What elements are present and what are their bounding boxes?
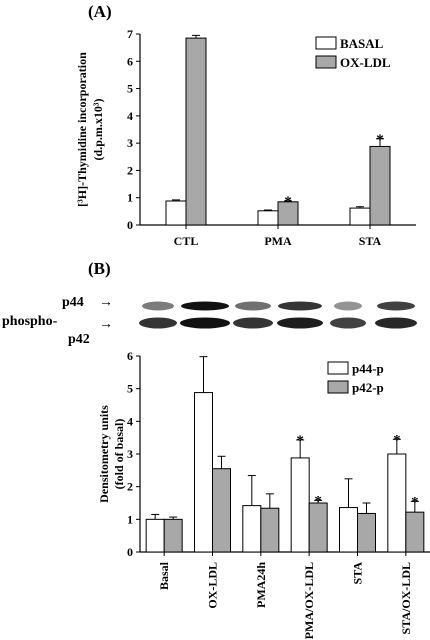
x-tick-label: PMA <box>264 234 292 248</box>
x-tick-label: Basal <box>157 561 171 590</box>
bar-basal <box>257 210 279 226</box>
bar-p42-p <box>260 507 280 553</box>
bar-p44-p <box>290 457 310 553</box>
band-p44 <box>181 301 229 311</box>
bar-p42-p <box>308 502 328 553</box>
bar-p44-p <box>194 392 213 553</box>
band-p42 <box>233 317 273 329</box>
band-p44 <box>142 301 174 311</box>
y-tick-label: 2 <box>127 163 133 177</box>
y-tick-label: 5 <box>127 82 133 96</box>
y-tick-label: 1 <box>127 191 133 205</box>
x-tick-label: PMA/OX-LDL <box>302 562 316 639</box>
y-tick-label: 4 <box>127 414 133 428</box>
bar-p44-p <box>387 453 407 553</box>
band-p44 <box>377 301 415 311</box>
blot-p44-label: p44 <box>62 295 84 310</box>
band-p44 <box>278 301 322 311</box>
y-tick-label: 6 <box>127 54 133 68</box>
blot-p44-arrow: → <box>99 295 113 310</box>
bar-p42-p <box>163 518 183 553</box>
blot-background <box>128 288 418 346</box>
band-p42 <box>330 317 366 329</box>
blot-p42-arrow: → <box>99 317 113 332</box>
legend-swatch <box>327 361 349 375</box>
x-tick-label: PMA24h <box>254 562 268 608</box>
blot-p42-label: p42 <box>68 332 90 347</box>
blot-bands <box>139 301 417 329</box>
y-tick-label: 7 <box>127 27 133 41</box>
significance-marker: * <box>411 494 419 510</box>
bar-basal <box>165 200 187 226</box>
legend-label: OX-LDL <box>340 55 391 70</box>
x-tick-label: STA/OX-LDL <box>399 562 413 634</box>
significance-marker: * <box>376 132 384 148</box>
x-tick-label: STA <box>359 234 382 248</box>
x-tick-label: OX-LDL <box>206 562 220 609</box>
bar-p44-p <box>145 518 165 553</box>
bar-p44-p <box>242 505 262 553</box>
y-axis-label: Densitometry units <box>97 405 111 503</box>
panel-a-label: (A) <box>88 2 112 21</box>
band-p44 <box>235 301 271 311</box>
y-tick-label: 6 <box>127 349 133 363</box>
band-p42 <box>375 317 417 329</box>
bar-ox-ldl <box>369 145 391 226</box>
y-tick-label: 0 <box>127 545 133 559</box>
bar-p42-p <box>212 468 231 553</box>
y-axis-label-units: (d.p.m.x10³) <box>91 99 105 161</box>
bar-ox-ldl <box>185 37 207 226</box>
y-tick-label: 2 <box>127 480 133 494</box>
significance-marker: * <box>314 493 322 509</box>
bar-p42-p <box>405 511 425 553</box>
x-tick-label: CTL <box>174 234 199 248</box>
legend-swatch <box>327 380 349 394</box>
band-p42 <box>277 317 323 329</box>
legend-label: p44-p <box>352 361 384 376</box>
chart-thymidine: 0 1 2 3 4 5 6 7 [³H]-Thymidine incorporation (d.p… <box>75 27 416 248</box>
band-p44 <box>334 301 362 311</box>
y-axis-label-units: (fold of basal) <box>112 419 126 490</box>
western-blot: p44 → phospho- p42 → <box>2 288 418 347</box>
legend-label: p42-p <box>352 380 384 395</box>
y-tick-label: 4 <box>127 109 133 123</box>
bar-p42-p <box>357 512 376 553</box>
panel-b-label: (B) <box>88 259 111 278</box>
y-tick-label: 3 <box>127 136 133 150</box>
bar-p44-p <box>339 507 358 553</box>
y-tick-label: 3 <box>127 447 133 461</box>
blot-phospho-label: phospho- <box>2 314 58 329</box>
significance-marker: * <box>393 432 401 448</box>
band-p42 <box>139 317 177 329</box>
chart-densitometry: 0 1 2 3 4 5 6 Densitometry units (fold of basal)… <box>97 349 430 639</box>
legend-swatch <box>315 55 337 69</box>
x-tick-label: STA <box>351 562 365 585</box>
legend-swatch <box>315 36 337 50</box>
significance-marker: * <box>284 194 292 210</box>
y-tick-label: 5 <box>127 382 133 396</box>
y-tick-label: 0 <box>127 218 133 232</box>
y-axis-label: [³H]-Thymidine incorporation <box>75 52 89 207</box>
y-tick-label: 1 <box>127 512 133 526</box>
legend-label: BASAL <box>340 36 384 51</box>
band-p42 <box>180 317 230 329</box>
bar-basal <box>349 207 371 226</box>
significance-marker: * <box>296 433 304 449</box>
